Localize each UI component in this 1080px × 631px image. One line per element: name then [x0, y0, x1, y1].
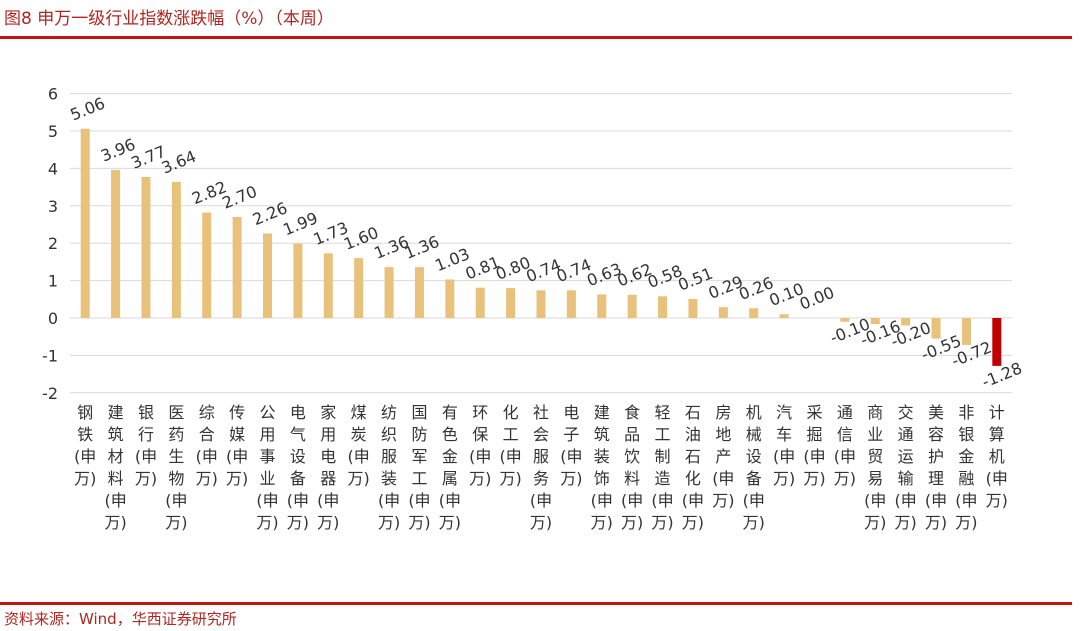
bar [779, 314, 789, 318]
bar [354, 258, 364, 318]
gridlines [70, 93, 1012, 394]
bar [445, 279, 455, 318]
bar [931, 318, 941, 339]
data-label: -1.28 [979, 358, 1025, 391]
y-tick-label: 2 [48, 234, 58, 253]
bar [202, 212, 212, 318]
bar [323, 253, 333, 318]
bar [293, 243, 303, 318]
bar [901, 318, 911, 326]
bar [536, 290, 546, 318]
category-label: 公用事业(申万) [256, 403, 278, 532]
bar [111, 169, 121, 318]
category-labels: 钢铁(申万) 建筑材料(申万) 银行(申万) 医药生物(申万) 综合(申万) 传媒(申万)… [74, 403, 1008, 532]
category-label: 钢铁(申万) [74, 403, 96, 488]
data-label: 5.06 [68, 94, 108, 125]
category-label: 纺织服装(申万) [378, 403, 400, 532]
bar [141, 177, 151, 318]
category-label: 商业贸易(申万) [864, 403, 886, 532]
y-tick-label: 6 [48, 85, 58, 104]
category-label: 综合(申万) [196, 403, 218, 488]
bottom-divider [0, 602, 1072, 605]
category-label: 非银金融(申万) [955, 403, 977, 532]
category-label: 传媒(申万) [226, 403, 248, 488]
category-label: 建筑装饰(申万) [591, 403, 613, 532]
category-label: 化工(申万) [499, 403, 521, 488]
source-note: 资料来源：Wind，华西证券研究所 [4, 610, 237, 628]
category-label: 电气设备(申万) [287, 403, 309, 532]
y-tick-label: 4 [48, 159, 58, 178]
category-label: 有色金属(申万) [439, 403, 461, 532]
bar [597, 294, 607, 318]
y-tick-label: 5 [48, 122, 58, 141]
category-label: 银行(申万) [135, 403, 157, 488]
bar [688, 298, 698, 318]
bars [80, 128, 1002, 366]
category-label: 美容护理(申万) [925, 403, 947, 532]
bar [232, 217, 242, 318]
category-label: 社会服务(申万) [530, 403, 552, 532]
category-label: 环保(申万) [469, 403, 491, 488]
y-tick-label: 3 [48, 197, 58, 216]
category-label: 交通运输(申万) [895, 403, 917, 532]
bar [171, 181, 181, 318]
bar [475, 287, 485, 318]
category-label: 计算机(申万) [986, 403, 1008, 510]
category-label: 机械设备(申万) [743, 403, 765, 532]
category-label: 石油石化(申万) [682, 403, 704, 532]
category-label: 汽车(申万) [773, 403, 795, 488]
y-tick-label: 0 [48, 309, 58, 328]
category-label: 建筑材料(申万) [104, 403, 126, 532]
y-tick-label: -2 [42, 384, 58, 403]
category-label: 轻工制造(申万) [651, 403, 673, 532]
bar [80, 128, 90, 318]
bar [263, 233, 273, 318]
category-label: 食品饮料(申万) [621, 403, 643, 532]
bar [992, 318, 1002, 366]
y-tick-label: -1 [42, 346, 58, 365]
bar [414, 267, 424, 318]
bar [627, 294, 637, 318]
category-label: 家用电器(申万) [317, 403, 339, 532]
bar [961, 318, 971, 345]
bar [384, 267, 394, 318]
figure-title: 图8 申万一级行业指数涨跌幅（%）（本周） [4, 9, 334, 29]
top-divider [0, 36, 1072, 39]
bar [840, 318, 850, 322]
category-label: 国防军工(申万) [408, 403, 430, 532]
bar [870, 318, 880, 324]
category-label: 采掘(申万) [803, 403, 825, 488]
bar [566, 290, 576, 318]
bar [658, 296, 668, 318]
bar [506, 288, 516, 318]
category-label: 通信(申万) [834, 403, 856, 488]
category-label: 医药生物(申万) [165, 403, 187, 532]
bar [718, 307, 728, 318]
category-label: 房地产(申万) [712, 403, 734, 510]
category-label: 电子(申万) [560, 403, 582, 488]
category-label: 煤炭(申万) [348, 403, 370, 488]
bar [749, 308, 759, 318]
y-axis-ticks: 6 5 4 3 2 1 0 -1 -2 [42, 85, 58, 403]
y-tick-label: 1 [48, 272, 58, 291]
